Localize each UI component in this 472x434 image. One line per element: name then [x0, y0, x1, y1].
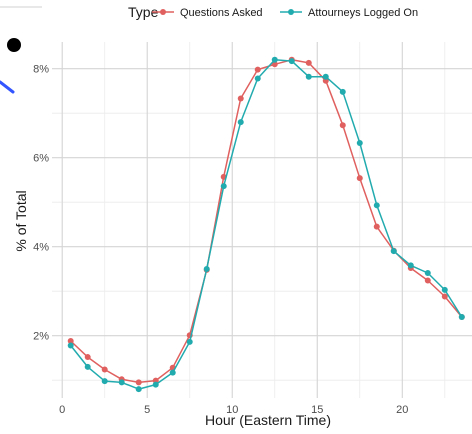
- data-point-attourneys-logged-on: [339, 88, 346, 95]
- x-axis-title: Hour (Eastern Time): [205, 412, 331, 428]
- data-point-attourneys-logged-on: [254, 75, 261, 82]
- legend-item-questions-asked: Questions Asked: [152, 7, 263, 19]
- plot-panel: 0 5 10 15 20 2% 4% 6% 8%: [33, 42, 472, 416]
- data-point-questions-asked: [101, 366, 108, 373]
- data-point-questions-asked: [305, 59, 312, 66]
- data-point-attourneys-logged-on: [186, 338, 193, 345]
- data-point-questions-asked: [356, 175, 363, 182]
- legend: Type Questions Asked Attourneys Logged O…: [128, 4, 418, 20]
- data-point-questions-asked: [424, 277, 431, 284]
- data-point-attourneys-logged-on: [424, 269, 431, 276]
- y-tick-label: 8%: [33, 64, 49, 76]
- y-tick-label: 2%: [33, 331, 49, 343]
- data-point-attourneys-logged-on: [169, 369, 176, 376]
- legend-swatch-point-questions-asked: [160, 9, 166, 15]
- x-tick-label: 5: [144, 404, 150, 416]
- data-point-questions-asked: [135, 379, 142, 386]
- y-axis-title: % of Total: [13, 190, 29, 251]
- data-point-attourneys-logged-on: [67, 342, 74, 349]
- data-point-attourneys-logged-on: [322, 73, 329, 80]
- data-point-attourneys-logged-on: [203, 265, 210, 272]
- data-point-questions-asked: [254, 66, 261, 73]
- data-point-attourneys-logged-on: [135, 386, 142, 393]
- data-point-questions-asked: [84, 354, 91, 361]
- decor-fragment: [0, 6, 42, 94]
- legend-label-attourneys-logged-on: Attourneys Logged On: [308, 7, 418, 19]
- data-point-questions-asked: [67, 338, 74, 345]
- data-point-questions-asked: [339, 122, 346, 129]
- data-point-questions-asked: [441, 293, 448, 300]
- series-line-attourneys-logged-on: [70, 59, 463, 390]
- legend-swatch-point-attourneys-logged-on: [288, 9, 294, 15]
- x-tick-label: 15: [311, 404, 323, 416]
- data-point-attourneys-logged-on: [390, 248, 397, 255]
- x-tick-label: 20: [396, 404, 408, 416]
- data-point-questions-asked: [373, 223, 380, 230]
- decor-black-dot: [7, 38, 21, 52]
- data-point-attourneys-logged-on: [407, 262, 414, 269]
- x-tick-label: 10: [226, 404, 238, 416]
- y-tick-label: 4%: [33, 242, 49, 254]
- data-point-attourneys-logged-on: [305, 73, 312, 80]
- series-line-questions-asked: [70, 59, 463, 384]
- data-point-attourneys-logged-on: [271, 56, 278, 63]
- data-point-attourneys-logged-on: [220, 183, 227, 190]
- data-point-attourneys-logged-on: [288, 58, 295, 65]
- legend-label-questions-asked: Questions Asked: [180, 7, 263, 19]
- legend-title: Type: [128, 4, 159, 20]
- data-point-attourneys-logged-on: [356, 140, 363, 147]
- legend-item-attourneys-logged-on: Attourneys Logged On: [280, 7, 418, 19]
- data-point-attourneys-logged-on: [84, 363, 91, 370]
- data-point-attourneys-logged-on: [101, 378, 108, 385]
- data-point-questions-asked: [237, 95, 244, 102]
- data-point-attourneys-logged-on: [118, 379, 125, 386]
- data-point-attourneys-logged-on: [441, 286, 448, 293]
- data-point-attourneys-logged-on: [373, 202, 380, 209]
- x-tick-label: 0: [59, 404, 65, 416]
- data-point-attourneys-logged-on: [458, 314, 465, 321]
- data-point-attourneys-logged-on: [237, 119, 244, 126]
- decor-blue-stroke: [0, 80, 15, 94]
- data-point-questions-asked: [271, 61, 278, 68]
- data-point-attourneys-logged-on: [152, 381, 159, 388]
- y-tick-label: 6%: [33, 153, 49, 165]
